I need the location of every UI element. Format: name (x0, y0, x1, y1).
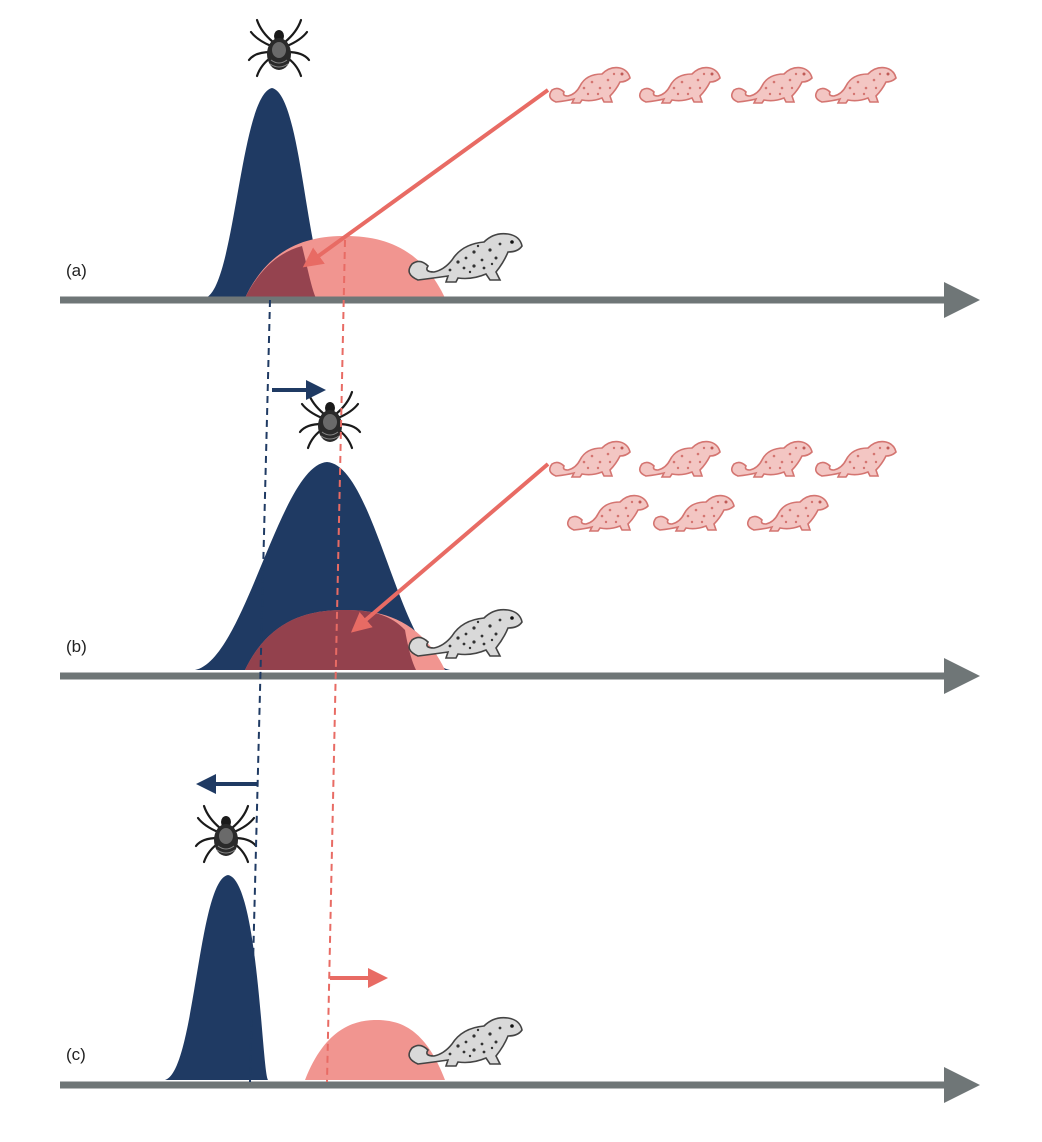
transmission-arrow-b (350, 462, 550, 633)
infected-squirrel-icon (566, 494, 649, 532)
panel-c: (c) (60, 774, 980, 1103)
squirrel-icon (408, 1016, 523, 1067)
host-curve-c (305, 1020, 445, 1080)
squirrel-icon (408, 232, 523, 283)
infected-squirrel-icon (638, 440, 721, 478)
panel-label-b: (b) (66, 637, 87, 656)
overlap-b (245, 610, 416, 670)
infected-squirrel-icon (730, 66, 813, 104)
infected-squirrel-icon (548, 66, 631, 104)
transmission-arrow-a (302, 88, 550, 268)
infected-squirrel-icon (814, 66, 897, 104)
axis-arrowhead-c (944, 1067, 980, 1103)
panel-a: (a) (60, 18, 980, 318)
panel-label-a: (a) (66, 261, 87, 280)
axis-arrowhead-b (944, 658, 980, 694)
tick-icon (298, 390, 362, 450)
overlap-a (245, 246, 316, 298)
tick-icon (247, 18, 311, 78)
infected-squirrel-icon (814, 440, 897, 478)
infected-hosts-b (548, 440, 897, 532)
host-reference-line (326, 239, 346, 1083)
infected-squirrel-icon (730, 440, 813, 478)
axis-arrowhead-a (944, 282, 980, 318)
infected-squirrel-icon (652, 494, 735, 532)
infected-squirrel-icon (638, 66, 721, 104)
infected-hosts-a (548, 66, 897, 104)
infected-squirrel-icon (548, 440, 631, 478)
tick-curve-c (165, 875, 268, 1080)
infected-squirrel-icon (746, 494, 829, 532)
panel-label-c: (c) (66, 1045, 86, 1064)
tick-reference-line (249, 299, 271, 1083)
tick-icon (194, 804, 258, 864)
panel-b: (b) (60, 380, 980, 694)
squirrel-icon (408, 608, 523, 659)
